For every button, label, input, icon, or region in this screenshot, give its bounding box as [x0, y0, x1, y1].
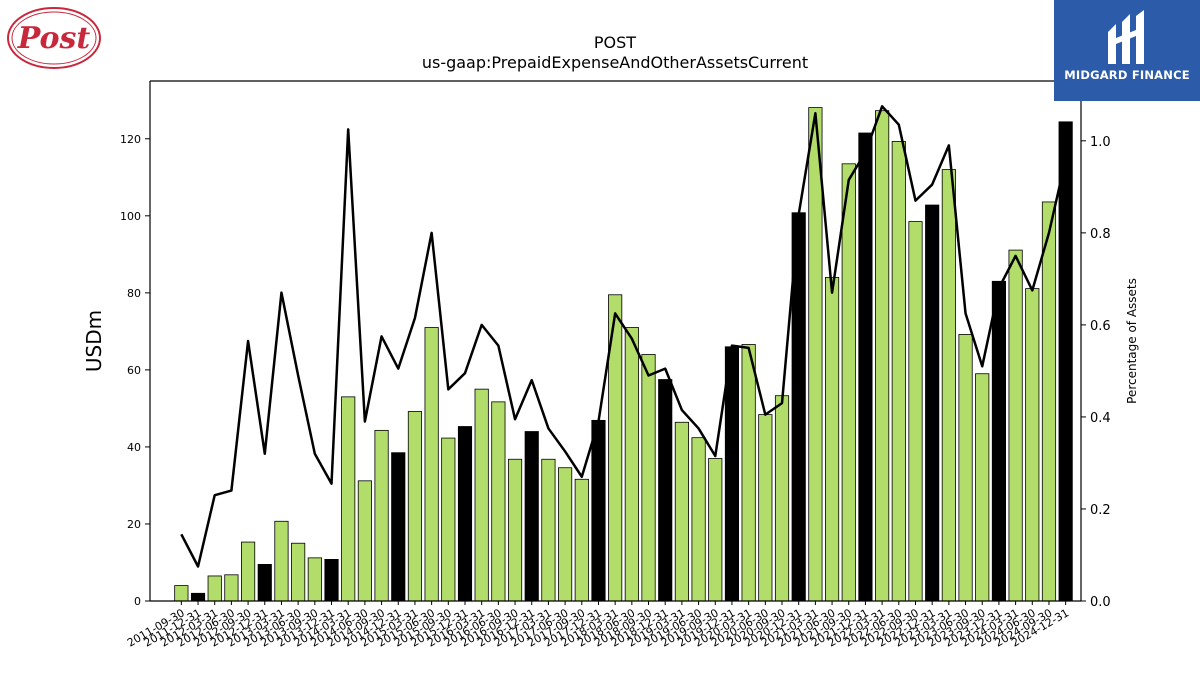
- right-y-tick-label: 1.0: [1090, 135, 1111, 150]
- bar: [558, 467, 573, 602]
- y-tick-label: 100: [120, 210, 141, 223]
- post-logo-icon: Post: [6, 6, 102, 70]
- bar: [891, 141, 906, 602]
- bar: [391, 452, 406, 602]
- bar: [925, 204, 940, 602]
- right-y-tick-label: 0.2: [1090, 503, 1111, 518]
- bar: [808, 107, 823, 602]
- bar: [274, 520, 289, 602]
- bar: [1041, 201, 1057, 602]
- bar: [708, 458, 723, 602]
- y-tick-label: 80: [127, 287, 141, 300]
- bar: [257, 564, 272, 602]
- bar: [291, 542, 306, 602]
- chart-subtitle: us-gaap:PrepaidExpenseAndOtherAssetsCurr…: [421, 53, 809, 72]
- bar: [574, 478, 589, 602]
- y-tick-label: 20: [127, 518, 141, 531]
- bar: [624, 327, 639, 602]
- percentage-line: [180, 105, 1067, 568]
- bar: [324, 559, 339, 602]
- chart-title: POST: [593, 33, 637, 52]
- bar: [307, 557, 322, 602]
- bar: [1025, 288, 1040, 602]
- bar: [875, 110, 890, 602]
- bar: [841, 163, 856, 602]
- bar: [190, 592, 206, 602]
- bar: [958, 334, 973, 602]
- left-y-ticks: 0 20 40 60 80 100 120: [120, 133, 150, 608]
- bar: [407, 411, 423, 602]
- right-y-tick-label: 0.6: [1090, 319, 1111, 334]
- bar: [424, 327, 439, 602]
- bar: [1008, 249, 1023, 602]
- y-tick-label: 40: [127, 441, 141, 454]
- bar: [758, 414, 773, 602]
- right-y-tick-label: 0.0: [1090, 595, 1111, 610]
- post-logo-text: Post: [17, 21, 91, 56]
- y-tick-label: 120: [120, 133, 141, 146]
- bar: [1058, 121, 1073, 602]
- bar: [824, 277, 840, 602]
- bar: [507, 458, 523, 602]
- bar: [341, 396, 356, 602]
- bar: [941, 169, 956, 602]
- right-y-axis-label: Percentage of Assets: [1125, 278, 1139, 404]
- right-y-tick-label: 0.8: [1090, 227, 1111, 242]
- bar: [374, 429, 389, 602]
- bar: [441, 437, 456, 602]
- bar: [591, 419, 606, 602]
- midgard-logo-text: MIDGARD FINANCE: [1064, 68, 1190, 82]
- bar: [474, 388, 489, 602]
- bar: [858, 132, 873, 602]
- bar: [207, 575, 222, 602]
- bar: [774, 395, 790, 602]
- x-ticks: 2011-09-302011-12-312012-03-312012-06-30…: [125, 601, 1071, 650]
- y-tick-label: 60: [127, 364, 141, 377]
- y-axis-label: USDm: [82, 310, 106, 372]
- bar: [741, 344, 756, 602]
- bar: [224, 574, 239, 602]
- bar: [524, 431, 539, 602]
- bar: [357, 480, 372, 602]
- bar: [641, 354, 656, 602]
- bar: [991, 280, 1006, 602]
- bar: [241, 541, 256, 602]
- y-tick-label: 0: [134, 595, 141, 608]
- bar: [724, 346, 740, 602]
- bar: [975, 373, 990, 602]
- bar: [908, 221, 923, 602]
- right-y-ticks: 0.0 0.2 0.4 0.6 0.8 1.0: [1081, 135, 1111, 610]
- bar: [491, 401, 506, 602]
- midgard-logo-icon: MIDGARD FINANCE: [1054, 0, 1200, 101]
- line-series: [180, 105, 1067, 568]
- bar: [457, 426, 473, 602]
- bar: [674, 421, 689, 602]
- bar-series: [174, 107, 1073, 602]
- right-y-tick-label: 0.4: [1090, 411, 1111, 426]
- bar: [541, 458, 556, 602]
- bar: [174, 585, 189, 602]
- bar: [691, 437, 706, 602]
- bar: [658, 379, 673, 602]
